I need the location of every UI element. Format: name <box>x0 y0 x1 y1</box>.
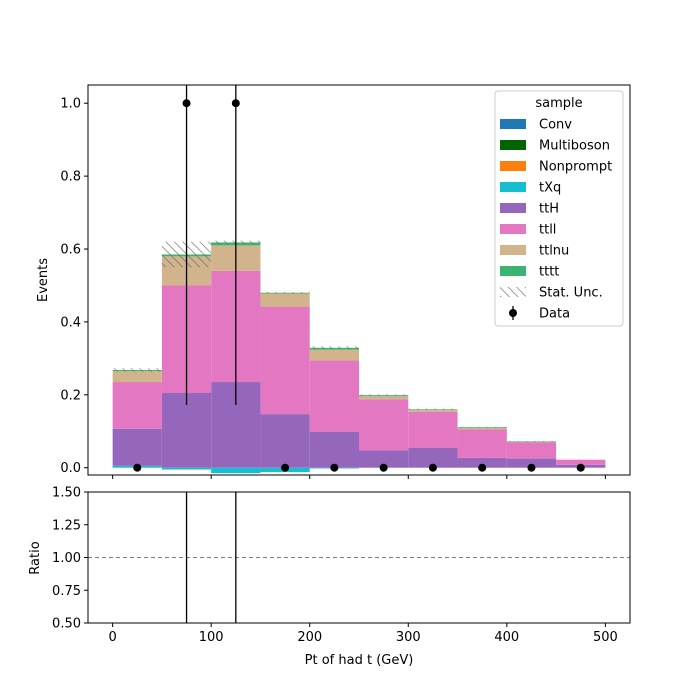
data-point-5 <box>379 463 388 472</box>
bar-ttll-bin-9 <box>556 459 606 465</box>
ratio-x-ticks: 0 100 200 300 400 500 <box>108 623 618 645</box>
data-point-7 <box>478 463 487 472</box>
legend-label-stat-unc: Stat. Unc. <box>539 286 603 301</box>
legend-label-tttt: tttt <box>539 265 559 280</box>
bar-tth-bin-1 <box>161 392 212 468</box>
bar-ttlnu-bin-7 <box>457 427 507 430</box>
legend-swatch-ttll <box>500 224 526 234</box>
data-point-0 <box>133 463 142 472</box>
legend-label-nonprompt: Nonprompt <box>539 160 612 175</box>
x-tick-label: 400 <box>494 630 519 645</box>
y-tick-label: 0.8 <box>60 170 81 185</box>
x-tick-label: 100 <box>199 630 224 645</box>
stat-unc-band-bin-0 <box>112 368 162 372</box>
data-point-9 <box>576 463 585 472</box>
ratio-marks <box>88 492 630 623</box>
bar-tth-bin-0 <box>112 428 162 466</box>
ratio-frame <box>87 491 631 624</box>
legend-swatch-multiboson <box>500 140 526 150</box>
main-panel: 0.0 0.2 0.4 0.6 0.8 1.0 Events <box>36 84 631 479</box>
bar-tth-bin-7 <box>457 457 507 468</box>
x-tick-label: 0 <box>108 630 116 645</box>
legend-title: sample <box>535 96 582 111</box>
ratio-y-ticks: 0.50 0.75 1.00 1.25 1.50 <box>52 486 88 632</box>
legend-frame <box>494 90 624 327</box>
main-frame <box>87 84 631 476</box>
bar-tth-bin-4 <box>309 431 359 468</box>
data-point-6 <box>428 463 437 472</box>
legend-label-ttll: ttll <box>539 223 556 238</box>
ratio-tick-label: 1.00 <box>52 551 81 566</box>
bar-ttlnu-bin-5 <box>359 396 409 400</box>
x-tick-label: 500 <box>593 630 618 645</box>
bar-ttll-bin-6 <box>408 411 458 448</box>
x-tick-label: 200 <box>297 630 322 645</box>
bar-tth-bin-6 <box>408 447 458 468</box>
bar-ttll-bin-0 <box>112 382 162 429</box>
ratio-tick-label: 0.50 <box>52 617 81 632</box>
bar-tth-bin-5 <box>359 450 409 468</box>
legend: sample Conv Multiboson Nonprompt tXq ttH ttll… <box>494 90 624 327</box>
bar-ttll-bin-5 <box>359 399 409 451</box>
legend-swatch-stat-unc <box>500 287 526 297</box>
x-tick-label: 300 <box>396 630 421 645</box>
bar-ttlnu-bin-8 <box>506 441 557 443</box>
y-tick-label: 0.4 <box>60 315 81 330</box>
bar-tth-bin-8 <box>506 458 557 468</box>
legend-label-multiboson: Multiboson <box>539 139 610 154</box>
bar-ttlnu-bin-0 <box>112 371 162 383</box>
y-axis-label: Events <box>36 258 51 302</box>
y-tick-label: 0.0 <box>60 461 81 476</box>
legend-label-data: Data <box>539 307 570 322</box>
stat-unc-band-bin-7 <box>457 426 507 428</box>
legend-label-ttlnu: ttlnu <box>539 244 569 259</box>
data-point-8 <box>527 463 536 472</box>
y-tick-label: 1.0 <box>60 97 81 112</box>
bar-ttlnu-bin-4 <box>309 349 359 361</box>
data-point-3 <box>281 463 290 472</box>
legend-swatch-conv <box>500 119 526 129</box>
legend-data-marker <box>509 309 517 317</box>
stat-unc-band-bin-3 <box>260 292 310 294</box>
bar-ttlnu-bin-3 <box>260 293 310 307</box>
main-marks <box>112 85 606 474</box>
y-tick-label: 0.2 <box>60 388 81 403</box>
bar-ttll-bin-7 <box>457 429 507 458</box>
ratio-axis-label: Ratio <box>28 541 43 574</box>
ratio-tick-label: 0.75 <box>52 584 81 599</box>
ratio-tick-label: 1.25 <box>52 518 81 533</box>
bar-txq-bin-2 <box>211 467 261 474</box>
main-x-ticks <box>112 475 606 479</box>
legend-swatch-tth <box>500 203 526 213</box>
bar-ttlnu-bin-6 <box>408 410 458 412</box>
data-point-2 <box>231 99 240 108</box>
main-y-ticks: 0.0 0.2 0.4 0.6 0.8 1.0 <box>60 97 88 476</box>
bar-ttll-bin-3 <box>260 306 310 415</box>
legend-swatch-txq <box>500 182 526 192</box>
stat-unc-band-bin-4 <box>309 346 359 350</box>
legend-entries: Conv Multiboson Nonprompt tXq ttH ttll ttlnu tt… <box>500 118 612 322</box>
stat-unc-band-bin-6 <box>408 408 458 411</box>
bar-tth-bin-3 <box>260 414 310 468</box>
bar-txq-bin-1 <box>161 467 212 470</box>
ratio-tick-label: 1.50 <box>52 486 81 501</box>
legend-label-txq: tXq <box>539 181 561 196</box>
legend-swatch-nonprompt <box>500 161 526 171</box>
x-axis-label: Pt of had t (GeV) <box>305 653 414 668</box>
stat-unc-band-bin-8 <box>506 441 557 442</box>
legend-label-tth: ttH <box>539 202 559 217</box>
data-point-4 <box>330 463 339 472</box>
bar-ttll-bin-8 <box>506 442 557 459</box>
stat-unc-band-bin-5 <box>359 394 409 396</box>
y-tick-label: 0.6 <box>60 243 81 258</box>
legend-swatch-tttt <box>500 266 526 276</box>
legend-swatch-ttlnu <box>500 245 526 255</box>
legend-label-conv: Conv <box>539 118 572 133</box>
data-point-1 <box>182 99 191 108</box>
ratio-panel: 0 100 200 300 400 500 0.50 0.75 1.00 1.25 1.50 Ra… <box>28 486 631 668</box>
bar-ttll-bin-4 <box>309 360 359 432</box>
